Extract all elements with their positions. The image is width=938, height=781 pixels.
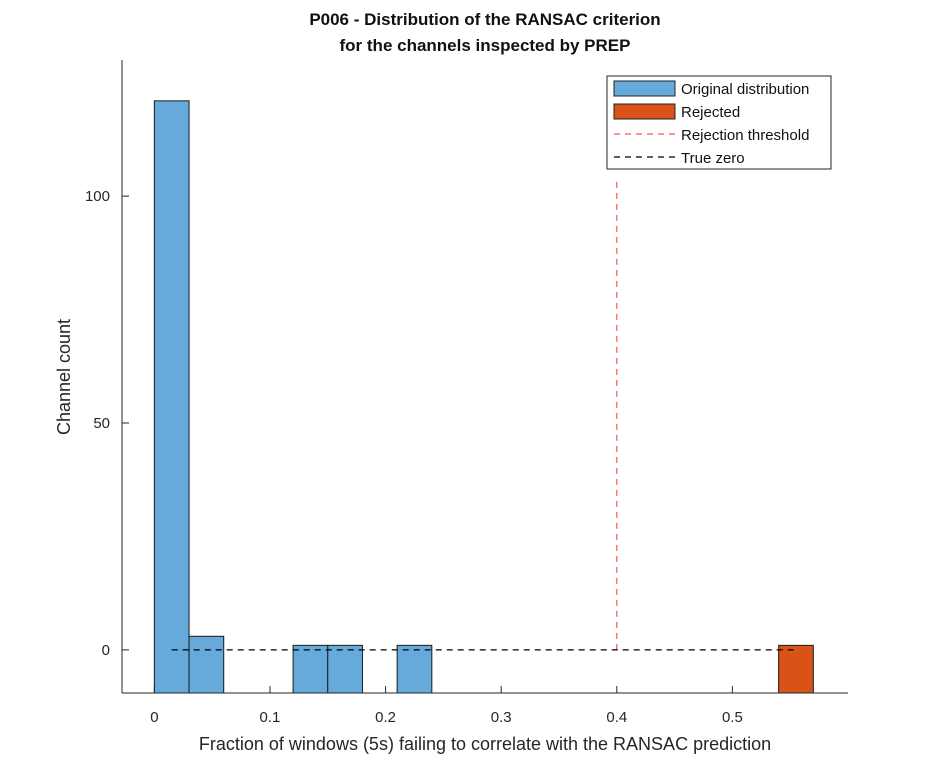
y-tick-label: 0 (102, 642, 110, 659)
legend-label-original: Original distribution (681, 81, 809, 98)
y-axis-label: Channel count (54, 319, 74, 435)
x-tick-label: 0.4 (606, 709, 627, 726)
axes (121, 60, 848, 694)
legend-label-threshold: Rejection threshold (681, 127, 809, 144)
legend: Original distribution Rejected Rejection… (606, 75, 832, 170)
bar-original-1 (188, 635, 225, 694)
bar-rejected-0 (778, 644, 814, 694)
legend-swatch-rejected (613, 103, 676, 120)
bar-original-2 (292, 644, 329, 694)
reference-lines-layer (171, 177, 796, 651)
bar-original-4 (396, 644, 433, 694)
x-tick-label: 0 (150, 709, 158, 726)
bar-original-3 (327, 644, 363, 694)
x-tick-label: 0.2 (375, 709, 396, 726)
legend-label-true-zero: True zero (681, 150, 745, 167)
x-tick-label: 0.3 (491, 709, 512, 726)
legend-swatch-original (613, 80, 676, 97)
legend-label-rejected: Rejected (681, 104, 740, 121)
bars-layer (153, 100, 814, 694)
x-tick-label: 0.5 (722, 709, 743, 726)
y-tick-label: 50 (93, 415, 110, 432)
bar-original-0 (153, 100, 190, 694)
x-axis-label: Fraction of windows (5s) failing to corr… (199, 734, 771, 754)
ticks-layer: 0 0.1 0.2 0.3 0.4 0.5 0 50 100 (85, 188, 743, 726)
chart-subtitle: for the channels inspected by PREP (340, 36, 631, 55)
chart-title: P006 - Distribution of the RANSAC criter… (309, 10, 660, 29)
x-tick-label: 0.1 (260, 709, 281, 726)
y-tick-label: 100 (85, 188, 110, 205)
